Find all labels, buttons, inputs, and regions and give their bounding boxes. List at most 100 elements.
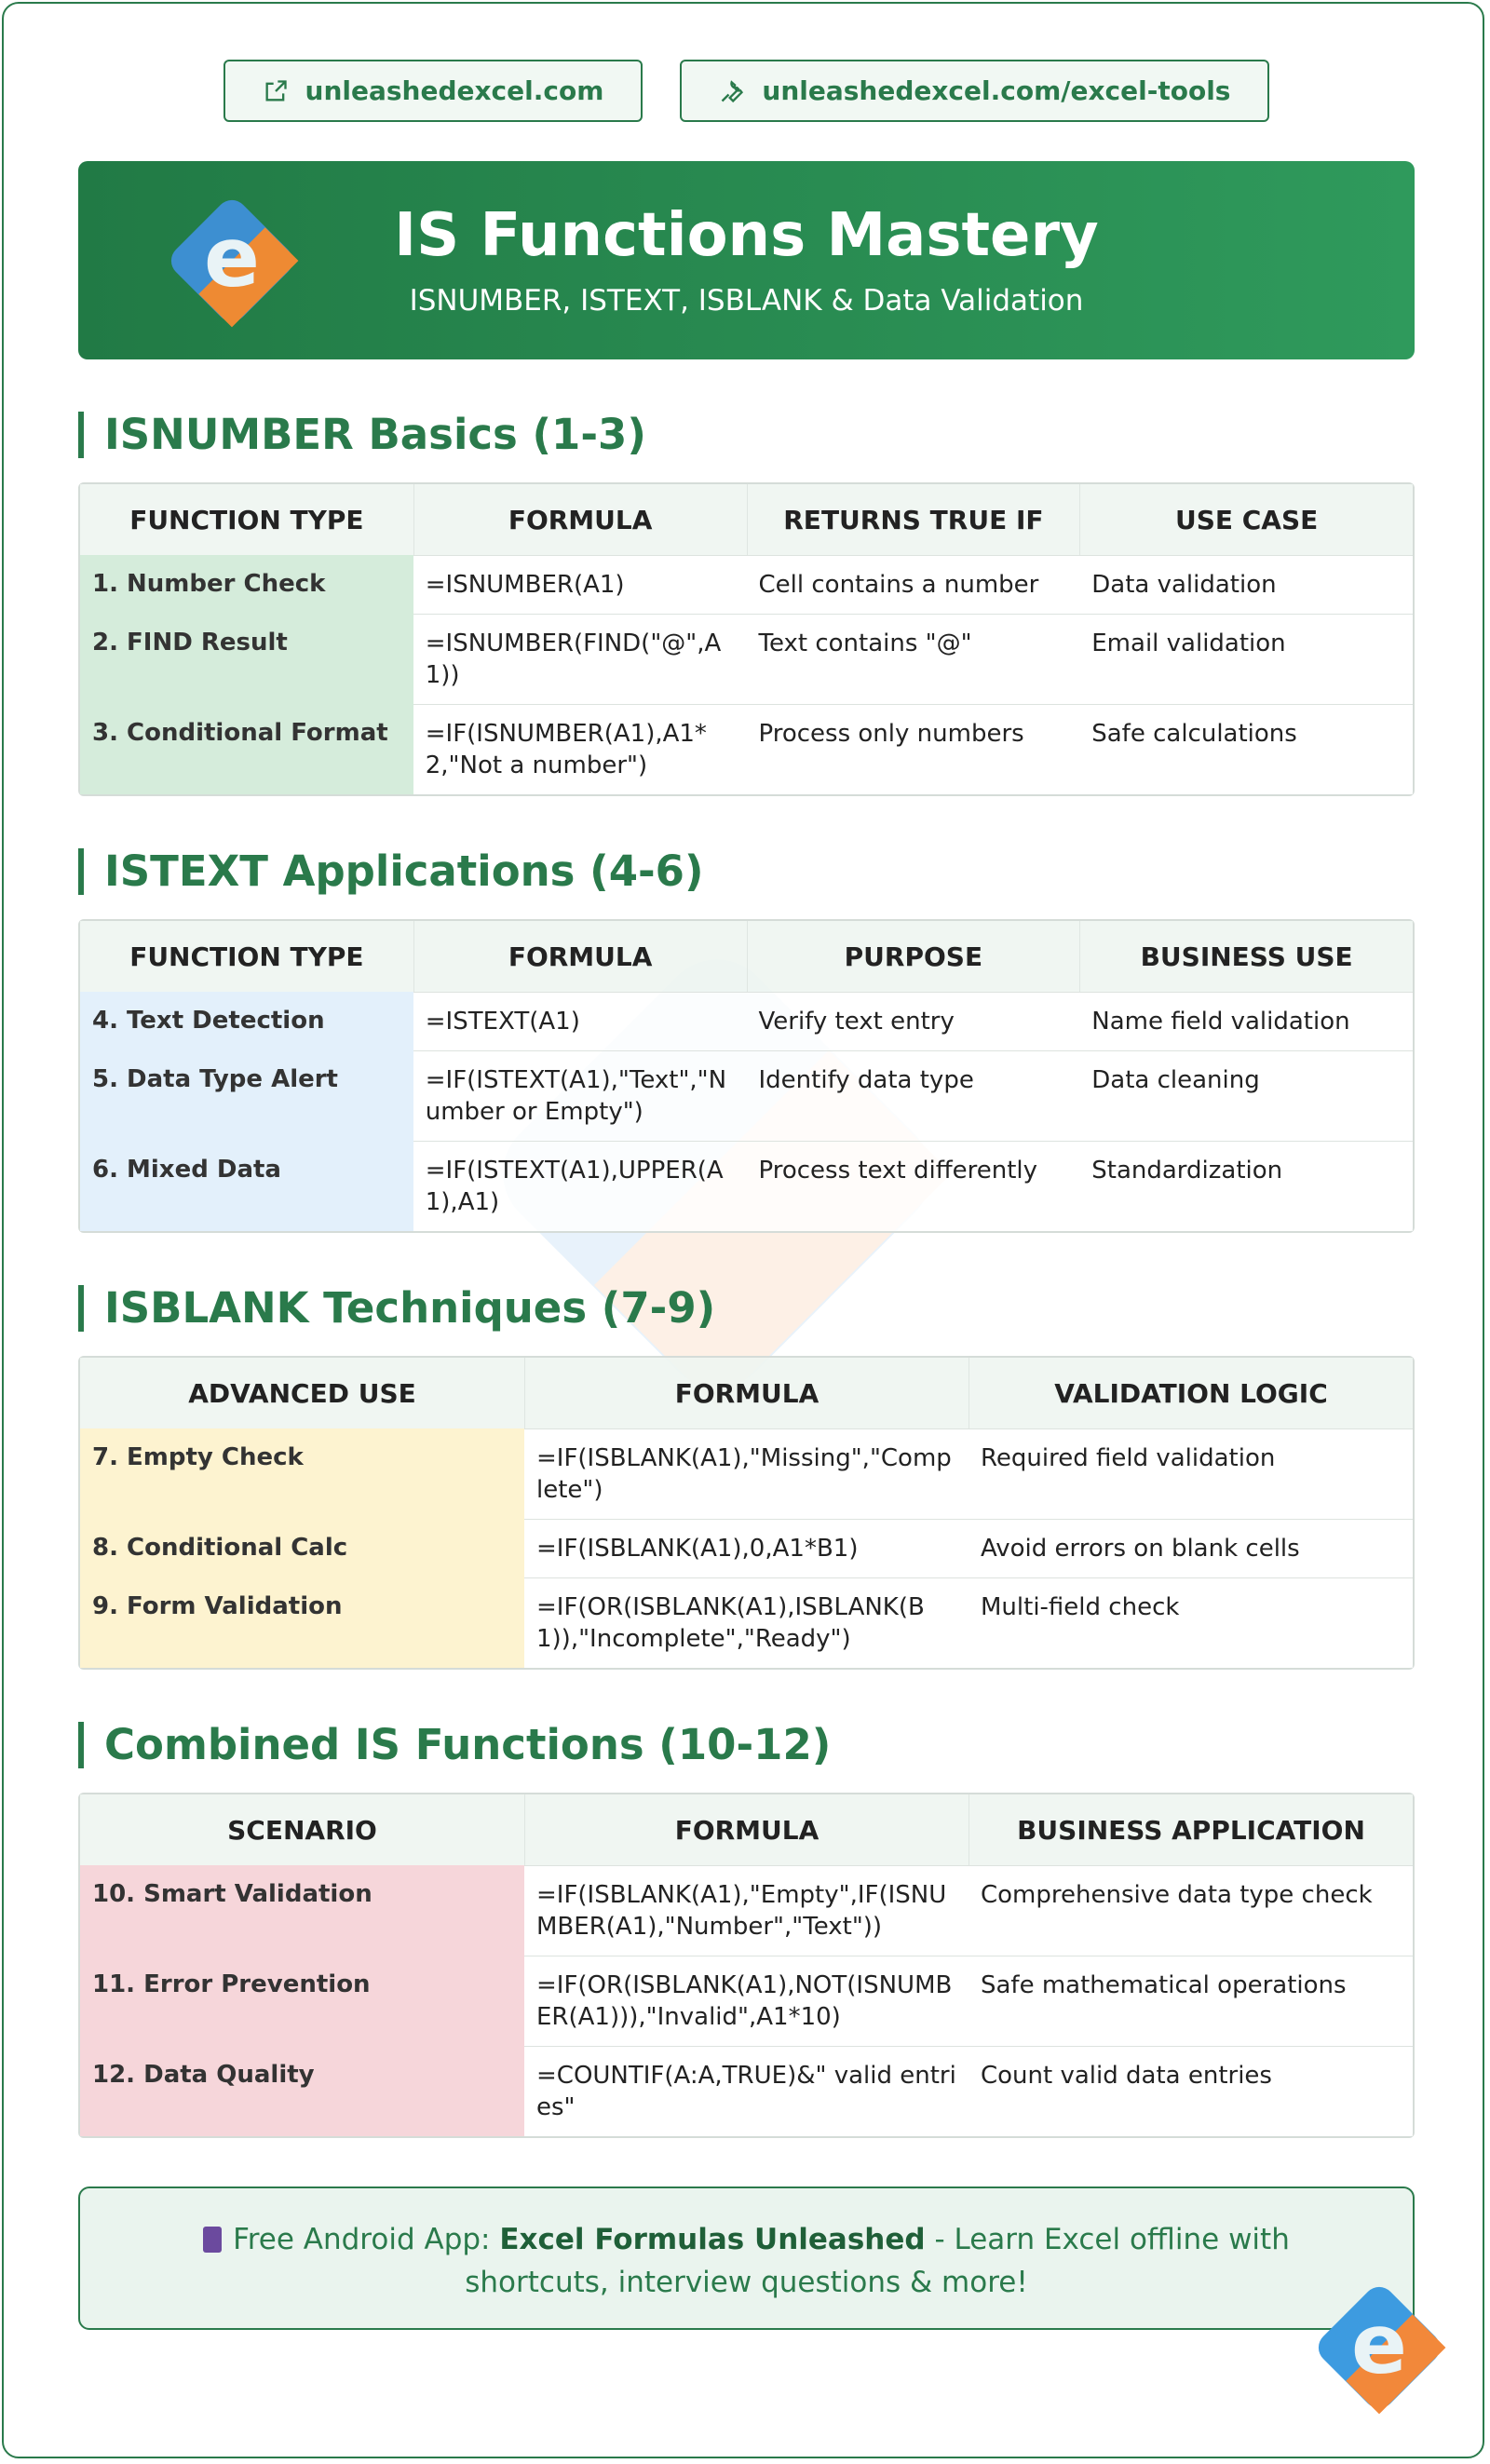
cell: Multi-field check <box>968 1577 1413 1668</box>
cell: Data validation <box>1079 555 1413 614</box>
link[interactable]: unleashedexcel.com <box>223 60 643 122</box>
cell: Text contains "@" <box>746 614 1080 704</box>
link-text: unleashedexcel.com/excel-tools <box>762 75 1231 106</box>
cell: 2. FIND Result <box>80 614 413 704</box>
cell: =ISNUMBER(FIND("@",A1)) <box>413 614 747 704</box>
column-header: FORMULA <box>413 484 747 555</box>
link[interactable]: unleashedexcel.com/excel-tools <box>680 60 1270 122</box>
column-header: FUNCTION TYPE <box>80 484 413 555</box>
row: 2. FIND Result =ISNUMBER(FIND("@",A1)) Tex… <box>80 614 1413 704</box>
cell: 11. Error Prevention <box>80 1956 524 2046</box>
header-row: FUNCTION TYPE FORMULA PURPOSE BUSINESS USE <box>80 921 1413 992</box>
cell: 8. Conditional Calc <box>80 1519 524 1577</box>
cell: 6. Mixed Data <box>80 1141 413 1231</box>
cell: 5. Data Type Alert <box>80 1050 413 1141</box>
cell: Count valid data entries <box>968 2046 1413 2136</box>
section-title: ISTEXT Applications (4-6) <box>78 848 1415 895</box>
section-title: ISNUMBER Basics (1-3) <box>78 412 1415 458</box>
column-header: BUSINESS APPLICATION <box>968 1794 1413 1865</box>
footer-prefix: Free Android App: <box>233 2223 491 2256</box>
cell: 3. Conditional Format <box>80 704 413 794</box>
column-header: FUNCTION TYPE <box>80 921 413 992</box>
content: unleashedexcel.com unleashedexcel.com/ex… <box>78 60 1415 2330</box>
cell: 7. Empty Check <box>80 1428 524 1519</box>
cell: Safe calculations <box>1079 704 1413 794</box>
cell: Avoid errors on blank cells <box>968 1519 1413 1577</box>
header-row: ADVANCED USE FORMULA VALIDATION LOGIC <box>80 1358 1413 1428</box>
cell: 12. Data Quality <box>80 2046 524 2136</box>
table: SCENARIO FORMULA BUSINESS APPLICATION 10. S… <box>78 1793 1415 2138</box>
cell: Comprehensive data type check <box>968 1865 1413 1956</box>
cell: Process text differently <box>746 1141 1080 1231</box>
link-text: unleashedexcel.com <box>305 75 604 106</box>
row: 4. Text Detection =ISTEXT(A1) Verify text … <box>80 992 1413 1050</box>
column-header: RETURNS TRUE IF <box>746 484 1080 555</box>
row: 3. Conditional Format =IF(ISNUMBER(A1),A1… <box>80 704 1413 794</box>
column-header: BUSINESS USE <box>1079 921 1413 992</box>
row: 8. Conditional Calc =IF(ISBLANK(A1),0,A1*… <box>80 1519 1413 1577</box>
column-header: FORMULA <box>524 1358 968 1428</box>
column-header: ADVANCED USE <box>80 1358 524 1428</box>
cell: Standardization <box>1079 1141 1413 1231</box>
table: FUNCTION TYPE FORMULA RETURNS TRUE IF USE C… <box>78 482 1415 796</box>
table: ADVANCED USE FORMULA VALIDATION LOGIC 7. Em… <box>78 1356 1415 1670</box>
cell: 1. Number Check <box>80 555 413 614</box>
cell: Verify text entry <box>746 992 1080 1050</box>
footer: Free Android App: Excel Formulas Unleash… <box>78 2186 1415 2330</box>
cell: =IF(ISTEXT(A1),UPPER(A1),A1) <box>413 1141 747 1231</box>
row: 12. Data Quality =COUNTIF(A:A,TRUE)&" val… <box>80 2046 1413 2136</box>
row: 7. Empty Check =IF(ISBLANK(A1),"Missing",… <box>80 1428 1413 1519</box>
cell: =IF(OR(ISBLANK(A1),ISBLANK(B1)),"Incompl… <box>524 1577 968 1668</box>
cell: Required field validation <box>968 1428 1413 1519</box>
header-banner: e IS Functions Mastery ISNUMBER, ISTEXT,… <box>78 161 1415 359</box>
cell: 4. Text Detection <box>80 992 413 1050</box>
header-row: SCENARIO FORMULA BUSINESS APPLICATION <box>80 1794 1413 1865</box>
cell: =IF(ISTEXT(A1),"Text","Number or Empty") <box>413 1050 747 1141</box>
links: unleashedexcel.com unleashedexcel.com/ex… <box>78 60 1415 122</box>
subtitle: ISNUMBER, ISTEXT, ISBLANK & Data Validat… <box>409 284 1084 318</box>
cell: Email validation <box>1079 614 1413 704</box>
cell: 10. Smart Validation <box>80 1865 524 1956</box>
cell: Safe mathematical operations <box>968 1956 1413 2046</box>
cell: =IF(ISBLANK(A1),"Missing","Complete") <box>524 1428 968 1519</box>
row: 9. Form Validation =IF(OR(ISBLANK(A1),ISB… <box>80 1577 1413 1668</box>
column-header: FORMULA <box>524 1794 968 1865</box>
row: 10. Smart Validation =IF(ISBLANK(A1),"Emp… <box>80 1865 1413 1956</box>
cell: Name field validation <box>1079 992 1413 1050</box>
footer-app: Excel Formulas Unleashed <box>499 2223 926 2256</box>
row: 1. Number Check =ISNUMBER(A1) Cell contain… <box>80 555 1413 614</box>
cell: Data cleaning <box>1079 1050 1413 1141</box>
header-row: FUNCTION TYPE FORMULA RETURNS TRUE IF USE C… <box>80 484 1413 555</box>
column-header: VALIDATION LOGIC <box>968 1358 1413 1428</box>
footer-suffix: - Learn Excel offline with shortcuts, in… <box>465 2223 1290 2299</box>
column-header: USE CASE <box>1079 484 1413 555</box>
cell: =ISTEXT(A1) <box>413 992 747 1050</box>
cell: 9. Form Validation <box>80 1577 524 1668</box>
cell: =IF(OR(ISBLANK(A1),NOT(ISNUMBER(A1))),"I… <box>524 1956 968 2046</box>
column-header: PURPOSE <box>746 921 1080 992</box>
cell: =IF(ISBLANK(A1),"Empty",IF(ISNUMBER(A1),… <box>524 1865 968 1956</box>
logo: e <box>170 199 299 328</box>
cell: =IF(ISBLANK(A1),0,A1*B1) <box>524 1519 968 1577</box>
cell: =COUNTIF(A:A,TRUE)&" valid entries" <box>524 2046 968 2136</box>
cell: Cell contains a number <box>746 555 1080 614</box>
row: 6. Mixed Data =IF(ISTEXT(A1),UPPER(A1),A1… <box>80 1141 1413 1231</box>
section-title: ISBLANK Techniques (7-9) <box>78 1285 1415 1332</box>
cell: =ISNUMBER(A1) <box>413 555 747 614</box>
column-header: FORMULA <box>413 921 747 992</box>
cell: Identify data type <box>746 1050 1080 1141</box>
corner-logo: e <box>1318 2286 1446 2415</box>
section-title: Combined IS Functions (10-12) <box>78 1722 1415 1768</box>
cell: Process only numbers <box>746 704 1080 794</box>
column-header: SCENARIO <box>80 1794 524 1865</box>
sections: ISNUMBER Basics (1-3) FUNCTION TYPE FORMUL… <box>78 412 1415 2138</box>
row: 11. Error Prevention =IF(OR(ISBLANK(A1),N… <box>80 1956 1413 2046</box>
svg-text:e: e <box>204 210 260 305</box>
table: FUNCTION TYPE FORMULA PURPOSE BUSINESS USE 4… <box>78 919 1415 1233</box>
cell: =IF(ISNUMBER(A1),A1*2,"Not a number") <box>413 704 747 794</box>
title: IS Functions Mastery <box>394 201 1099 270</box>
svg-text:e: e <box>1351 2296 1407 2392</box>
row: 5. Data Type Alert =IF(ISTEXT(A1),"Text",… <box>80 1050 1413 1141</box>
